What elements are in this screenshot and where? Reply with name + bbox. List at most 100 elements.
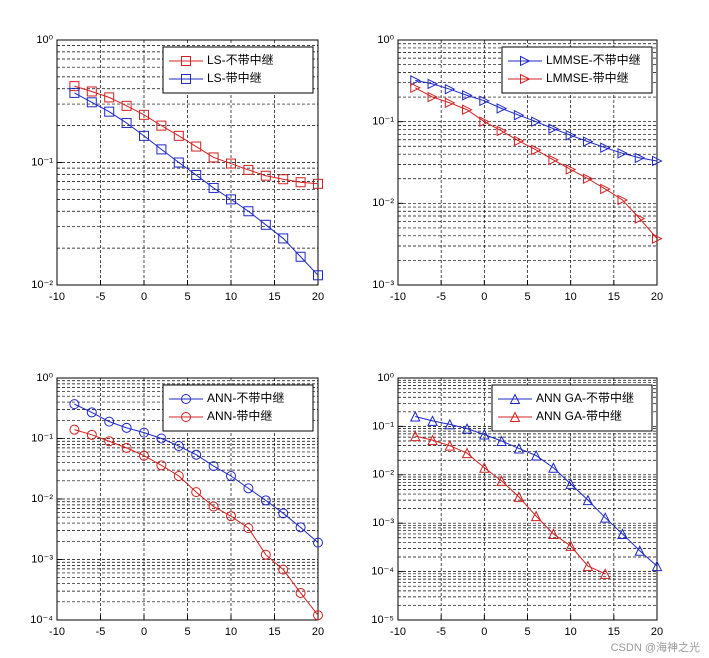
series-line [415,79,658,162]
legend-marker [181,412,191,422]
x-tick-label: 0 [481,291,487,303]
marker [208,501,219,512]
marker [462,104,473,116]
x-tick-label: -10 [390,626,406,638]
legend-marker [509,411,521,422]
marker [479,95,490,107]
marker [513,109,525,121]
marker [278,564,289,575]
marker [582,173,594,185]
marker [548,154,560,166]
marker [427,415,438,426]
marker [104,416,115,427]
marker [444,440,456,451]
marker [313,537,323,548]
marker [652,233,663,244]
marker [156,120,167,131]
marker [226,511,236,522]
x-tick-label: 10 [225,291,237,303]
marker [226,158,236,169]
marker [409,410,421,422]
marker [531,116,542,127]
x-tick-label: -10 [390,291,406,303]
marker [513,491,525,502]
marker [278,233,289,244]
marker [191,449,202,460]
marker [313,270,323,281]
marker [461,422,473,434]
marker [139,109,149,120]
legend-box [162,384,314,432]
marker [156,144,167,155]
series-line [74,429,319,616]
marker [121,442,132,453]
marker [530,510,542,522]
marker [548,123,560,135]
x-tick-label: 15 [608,291,620,303]
marker [208,152,219,163]
legend-box [501,46,653,94]
marker [121,100,132,111]
marker [295,522,306,533]
marker [617,528,628,539]
legend-label: ANN-带中继 [207,408,272,423]
watermark: CSDN @海神之光 [611,640,700,654]
y-tick-label: 10⁻² [31,279,53,291]
marker [208,461,219,472]
marker [634,545,646,556]
marker [548,462,559,473]
x-tick-label: -5 [96,626,106,638]
x-tick-label: 15 [268,291,280,303]
marker [173,130,184,141]
legend-label: LS-带中继 [207,70,262,85]
marker [86,86,97,97]
legend-marker [509,393,521,404]
marker [427,78,439,90]
x-tick-label: 5 [524,291,530,303]
marker [444,418,456,430]
marker [313,610,323,621]
marker [513,135,525,147]
marker [139,450,149,461]
marker [634,152,646,164]
marker [461,447,473,459]
marker [243,483,254,494]
marker [410,75,421,86]
x-tick-label: 10 [565,626,577,638]
marker [444,97,456,109]
legend-marker [520,73,531,85]
x-tick-label: 15 [608,626,620,638]
marker [617,147,629,159]
series-line [415,416,658,567]
marker [243,523,254,534]
y-tick-label: 10⁻¹ [31,432,53,444]
series-line [415,87,658,239]
marker [600,142,611,154]
marker [243,164,254,175]
marker [69,81,80,92]
marker [651,560,663,572]
marker [427,91,439,103]
marker [208,182,219,193]
marker [191,170,202,181]
axes-box [397,39,658,286]
marker [652,155,663,167]
marker [104,106,115,117]
x-tick-label: 10 [225,626,237,638]
marker [278,174,289,185]
marker [295,177,306,188]
x-tick-label: 5 [184,626,190,638]
x-tick-label: 10 [565,291,577,303]
series-line [74,92,319,276]
marker [479,462,490,473]
marker [69,424,80,435]
x-tick-label: 20 [312,291,324,303]
marker [496,435,507,446]
x-tick-label: 20 [312,626,324,638]
y-tick-label: 10⁻² [372,469,394,481]
marker [565,540,576,551]
marker [156,460,167,471]
marker [531,144,542,156]
marker [260,219,271,230]
